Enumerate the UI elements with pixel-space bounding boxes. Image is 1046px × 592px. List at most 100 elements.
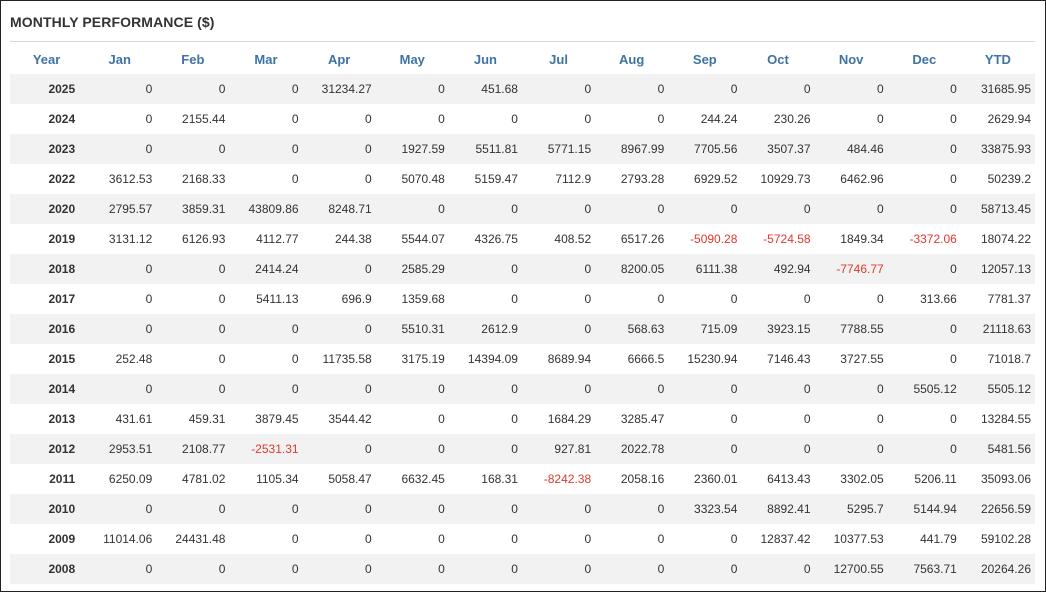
month-value-cell: 0: [595, 74, 669, 104]
month-value-cell: 2360.01: [668, 464, 742, 494]
month-value-cell: 0: [375, 554, 449, 584]
month-value-cell: 459.31: [156, 404, 230, 434]
month-value-cell: 0: [741, 284, 815, 314]
year-cell: 2016: [10, 314, 84, 344]
month-value-cell: 0: [521, 254, 596, 284]
month-value-cell: 0: [521, 104, 596, 134]
table-row: 2016 0 0 0 0 5510.31 2612.9 0 568.63 715.09 3923.1…: [10, 314, 1035, 344]
column-header-may: May: [375, 44, 449, 74]
month-value-cell: 3131.12: [83, 224, 157, 254]
month-value-cell: 0: [83, 284, 157, 314]
ytd-cell: 35093.06: [960, 464, 1035, 494]
ytd-cell: 20264.26: [960, 554, 1035, 584]
month-value-cell: 0: [229, 494, 303, 524]
month-value-cell: 3879.45: [229, 404, 303, 434]
month-value-cell: 2795.57: [83, 194, 157, 224]
month-value-cell: 1684.29: [521, 404, 596, 434]
month-value-cell: 31234.27: [302, 74, 376, 104]
month-value-cell: 0: [375, 74, 449, 104]
column-header-sep: Sep: [668, 44, 742, 74]
table-row: 2011 6250.09 4781.02 1105.34 5058.47 6632.45 1…: [10, 464, 1035, 494]
table-row: 2014 0 0 0 0 0 0 0 0 0 0 0 5505.12 5505.12: [10, 374, 1035, 404]
year-cell: 2018: [10, 254, 84, 284]
column-header-nov: Nov: [814, 44, 888, 74]
ytd-cell: 59102.28: [960, 524, 1035, 554]
month-value-cell: 0: [887, 74, 961, 104]
month-value-cell: 0: [595, 194, 669, 224]
month-value-cell: 0: [668, 554, 742, 584]
month-value-cell: -5090.28: [668, 224, 742, 254]
month-value-cell: 0: [156, 314, 230, 344]
table-row: 2015 252.48 0 0 11735.58 3175.19 14394.09 8689.…: [10, 344, 1035, 374]
month-value-cell: 6111.38: [668, 254, 742, 284]
month-value-cell: 5206.11: [887, 464, 961, 494]
month-value-cell: 6929.52: [668, 164, 742, 194]
month-value-cell: 0: [302, 374, 376, 404]
month-value-cell: 6462.96: [814, 164, 888, 194]
month-value-cell: 0: [668, 434, 742, 464]
ytd-cell: 71018.7: [960, 344, 1035, 374]
title-divider: [10, 41, 1035, 42]
ytd-cell: 21118.63: [960, 314, 1035, 344]
month-value-cell: 0: [668, 74, 742, 104]
panel-title: MONTHLY PERFORMANCE ($): [10, 14, 215, 30]
month-value-cell: 408.52: [521, 224, 596, 254]
column-header-feb: Feb: [156, 44, 230, 74]
ytd-cell: 13284.55: [960, 404, 1035, 434]
month-value-cell: 0: [229, 74, 303, 104]
year-cell: 2019: [10, 224, 84, 254]
column-header-year: Year: [10, 44, 84, 74]
month-value-cell: 0: [521, 494, 596, 524]
month-value-cell: 0: [375, 374, 449, 404]
month-value-cell: 0: [302, 254, 376, 284]
month-value-cell: 0: [156, 554, 230, 584]
month-value-cell: 441.79: [887, 524, 961, 554]
month-value-cell: 0: [887, 104, 961, 134]
column-header-jan: Jan: [83, 44, 157, 74]
table-row: 2008 0 0 0 0 0 0 0 0 0 0 12700.55 7563.71 20264.26: [10, 554, 1035, 584]
month-value-cell: 6632.45: [375, 464, 449, 494]
month-value-cell: 1105.34: [229, 464, 303, 494]
month-value-cell: 7705.56: [668, 134, 742, 164]
year-cell: 2020: [10, 194, 84, 224]
month-value-cell: 3302.05: [814, 464, 888, 494]
month-value-cell: 2168.33: [156, 164, 230, 194]
month-value-cell: 8967.99: [595, 134, 669, 164]
month-value-cell: 0: [302, 434, 376, 464]
month-value-cell: 43809.86: [229, 194, 303, 224]
year-cell: 2025: [10, 74, 84, 104]
month-value-cell: 0: [448, 254, 522, 284]
performance-table: Year Jan Feb Mar Apr May Jun Jul Aug Sep Oct Nov Dec…: [10, 44, 1035, 584]
month-value-cell: 484.46: [814, 134, 888, 164]
month-value-cell: 1927.59: [375, 134, 449, 164]
column-header-aug: Aug: [595, 44, 669, 74]
month-value-cell: 12700.55: [814, 554, 888, 584]
month-value-cell: 0: [668, 194, 742, 224]
month-value-cell: 0: [521, 284, 596, 314]
month-value-cell: 0: [887, 254, 961, 284]
table-row: 2017 0 0 5411.13 696.9 1359.68 0 0 0 0 0 0 313.66 778…: [10, 284, 1035, 314]
month-value-cell: 5510.31: [375, 314, 449, 344]
year-cell: 2017: [10, 284, 84, 314]
year-cell: 2010: [10, 494, 84, 524]
month-value-cell: 0: [814, 404, 888, 434]
month-value-cell: 0: [83, 134, 157, 164]
month-value-cell: 2793.28: [595, 164, 669, 194]
month-value-cell: 0: [375, 194, 449, 224]
month-value-cell: 0: [302, 494, 376, 524]
month-value-cell: 7146.43: [741, 344, 815, 374]
column-header-jun: Jun: [448, 44, 522, 74]
column-header-jul: Jul: [521, 44, 596, 74]
month-value-cell: 5144.94: [887, 494, 961, 524]
month-value-cell: 0: [887, 344, 961, 374]
table-row: 2025 0 0 0 31234.27 0 451.68 0 0 0 0 0 0 31685.95: [10, 74, 1035, 104]
month-value-cell: 0: [375, 434, 449, 464]
month-value-cell: 8248.71: [302, 194, 376, 224]
month-value-cell: 0: [814, 374, 888, 404]
month-value-cell: 0: [448, 284, 522, 314]
month-value-cell: 0: [302, 134, 376, 164]
month-value-cell: 0: [814, 194, 888, 224]
month-value-cell: 6126.93: [156, 224, 230, 254]
month-value-cell: 3323.54: [668, 494, 742, 524]
month-value-cell: 10377.53: [814, 524, 888, 554]
